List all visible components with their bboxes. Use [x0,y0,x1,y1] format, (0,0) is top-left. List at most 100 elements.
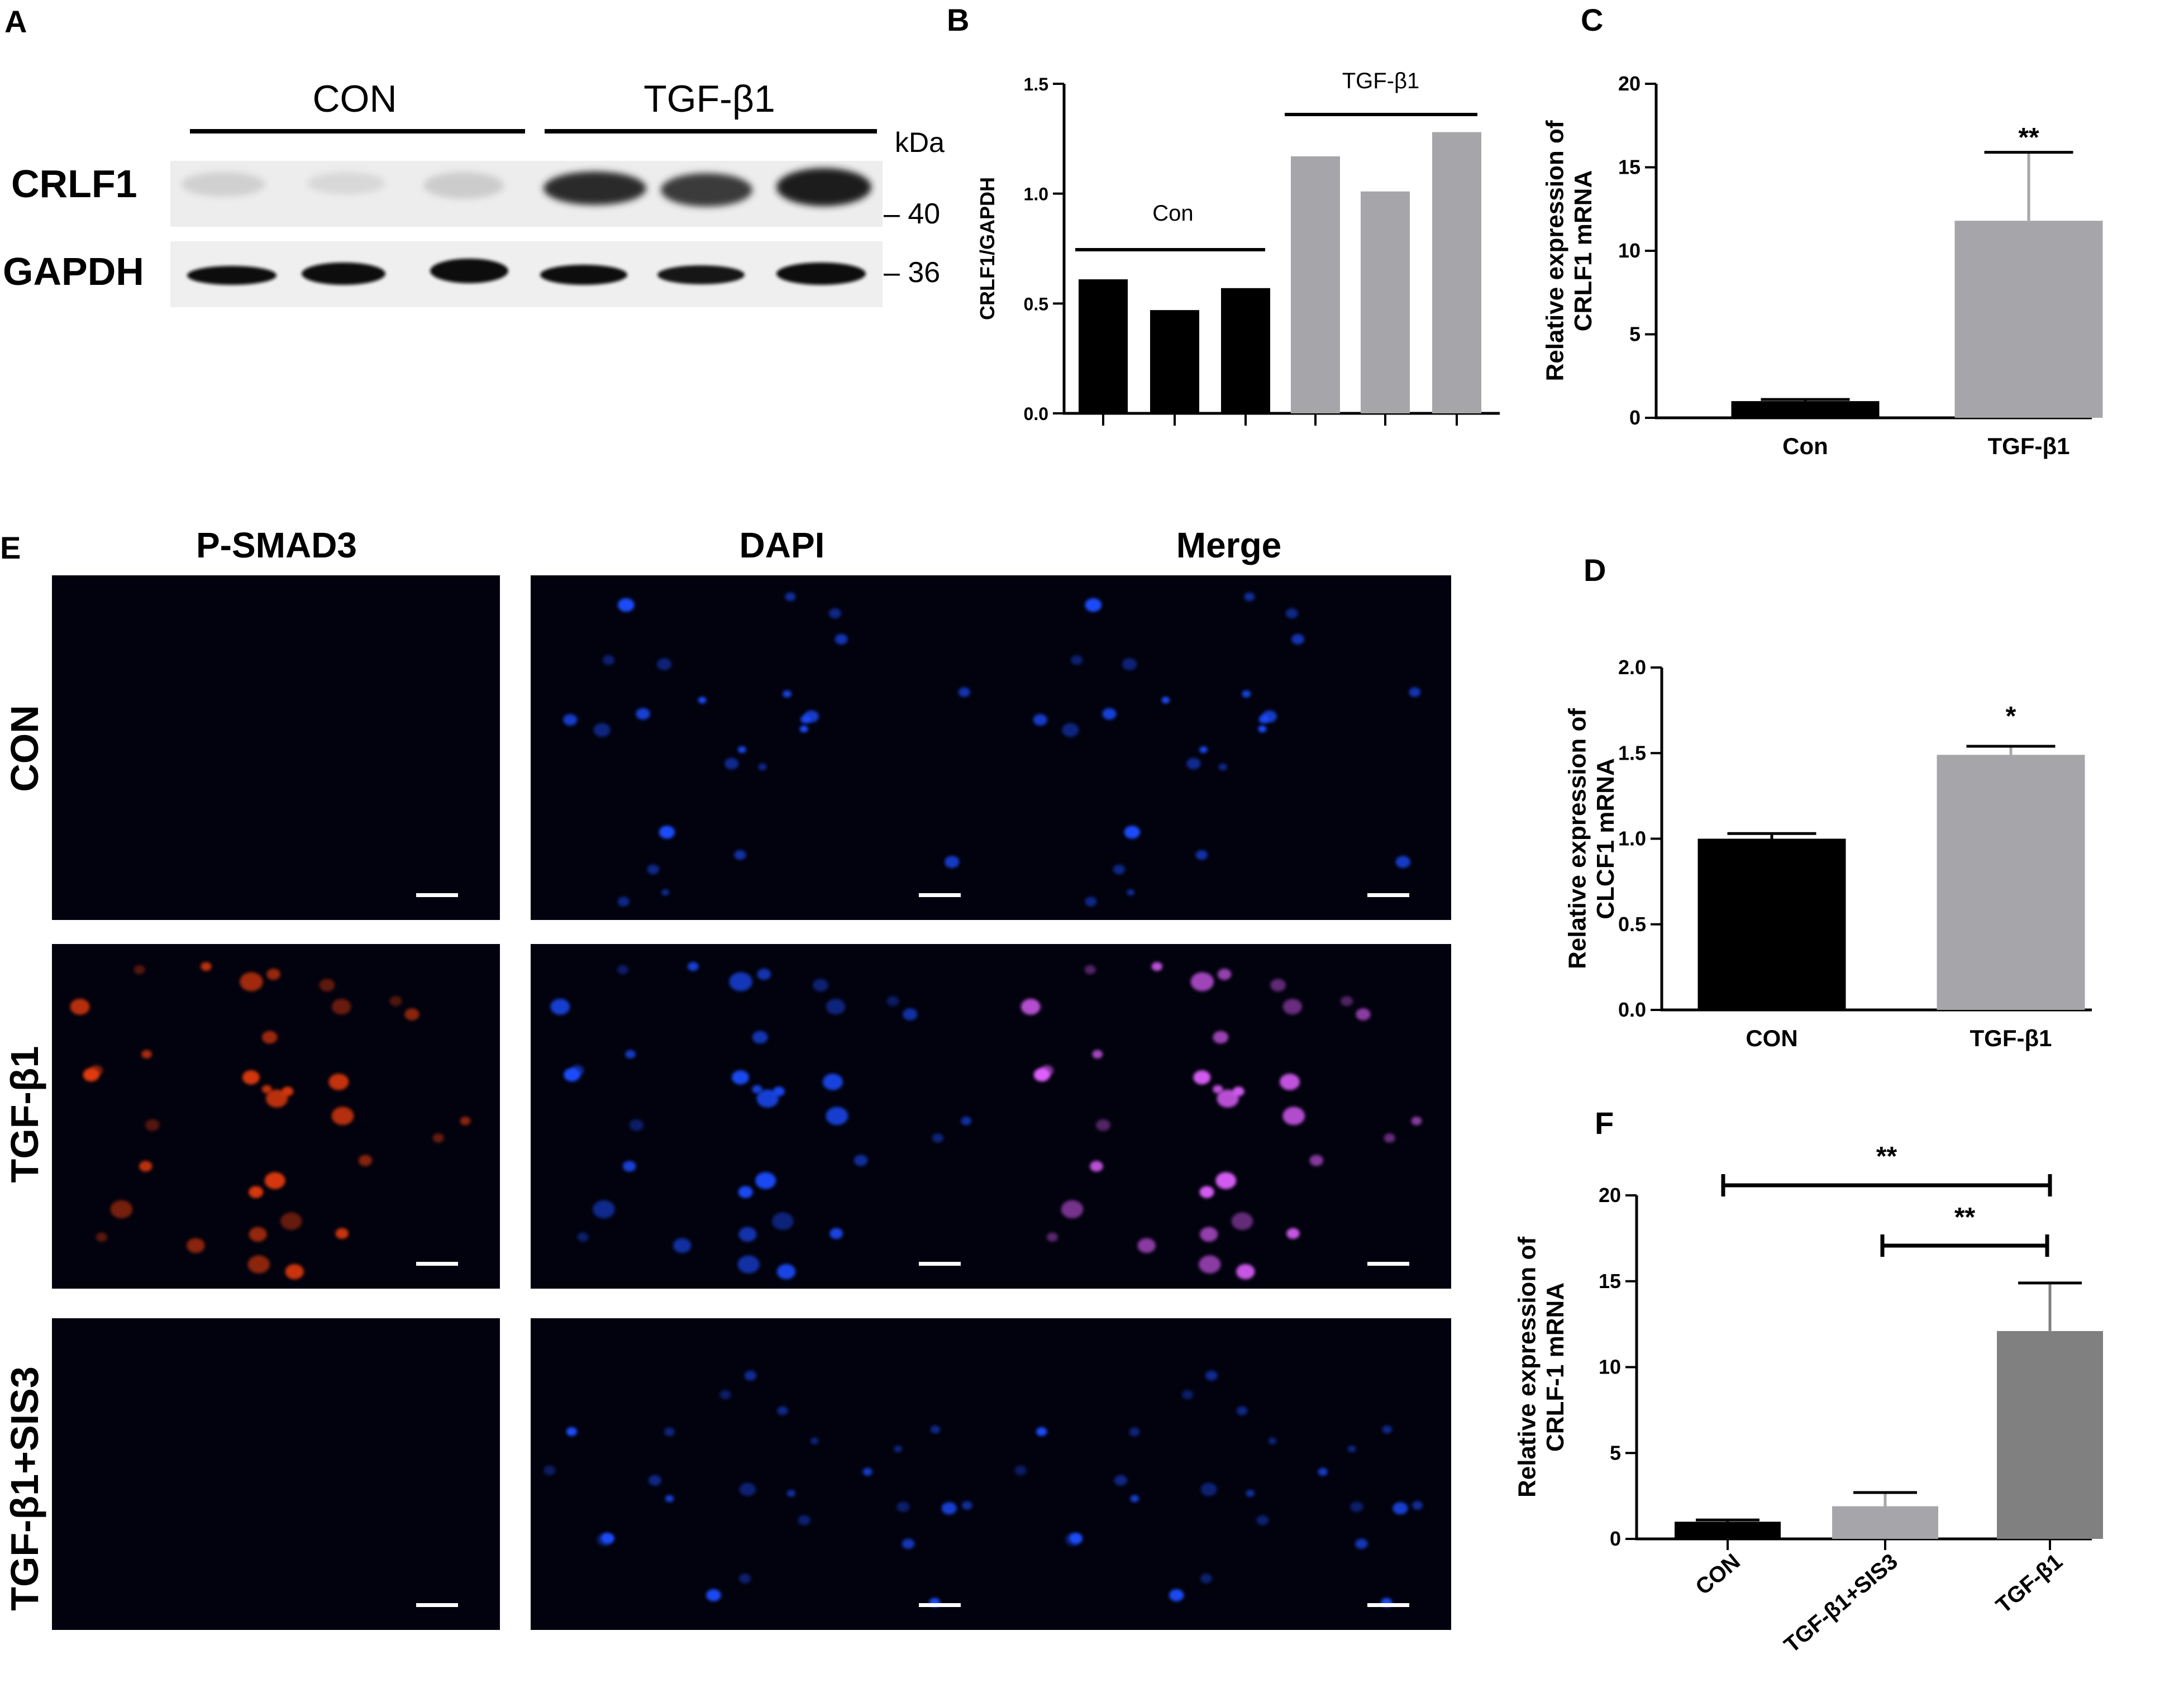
bar [1731,401,1880,418]
nucleus [1246,1490,1255,1497]
col-header-psmad3: P-SMAD3 [196,525,357,565]
nucleus [1242,690,1251,698]
nucleus [737,1255,760,1274]
nucleus [1071,655,1083,665]
nucleus [70,999,90,1015]
nucleus [566,1427,578,1436]
nucleus [145,1119,160,1131]
blot-band [540,265,627,285]
nucleus [1356,1008,1371,1021]
nucleus [261,1085,272,1094]
nucleus [1231,1212,1253,1230]
nucleus [698,697,707,704]
nucleus [673,1238,692,1253]
nucleus [617,598,635,612]
nucleus [1217,969,1232,980]
nucleus [1286,1228,1300,1239]
blot-unit-kda: kDa [895,127,945,158]
nucleus [755,1172,776,1189]
nucleus [1215,1172,1237,1189]
y-tick-label: 20 [1618,72,1641,95]
nucleus [752,1085,762,1094]
nucleus [648,1475,662,1486]
bar [1954,221,2103,418]
nucleus [661,889,669,896]
y-tick-label: 0.0 [1024,404,1048,424]
x-tick-label: Con [1782,433,1828,459]
y-tick-label: 15 [1599,1270,1621,1293]
bar [1361,191,1410,413]
x-tick-label: TGF-β1 [1970,1025,2052,1051]
nucleus [897,1501,910,1512]
nucleus [724,757,739,770]
nucleus [1096,1119,1110,1131]
nucleus [945,856,960,868]
nucleus [828,608,841,619]
panel-e: E P-SMAD3 DAPI Merge CON TGF-β1 TGF-β1+S… [0,525,1451,1630]
nucleus [1411,1116,1422,1126]
nucleus [1262,710,1277,723]
blot-band [430,259,508,283]
nucleus [665,1495,674,1503]
micrograph [531,1318,1003,1630]
nucleus [201,962,212,971]
nucleus [706,1589,721,1601]
nucleus [1033,714,1047,726]
bar [1675,1522,1781,1539]
nucleus [734,850,746,860]
nucleus [799,726,808,733]
nucleus [1047,1232,1058,1242]
nucleus [625,1050,636,1059]
y-tick-label: 1.5 [1618,741,1646,764]
nucleus [249,1186,264,1198]
micrograph-background [531,944,1003,1289]
blot-group-tgf: TGF-β1 [643,78,775,120]
nucleus [266,1089,288,1108]
nucleus [1084,965,1096,975]
micrograph [1003,944,1451,1289]
nucleus [1309,1155,1323,1166]
nucleus [141,1050,152,1059]
nucleus [826,999,846,1015]
nucleus [242,1070,260,1085]
nucleus [822,1074,843,1090]
micrograph-background [1003,575,1451,920]
micrograph [52,944,500,1289]
bar [1937,755,2085,1010]
nucleus [1218,763,1228,771]
micrograph-background [531,575,1003,920]
nucleus [1270,979,1286,992]
nucleus [1200,1574,1212,1584]
nucleus [133,965,145,975]
scale-bar [416,893,458,897]
nucleus [1393,1502,1408,1515]
nucleus [739,1574,751,1584]
nucleus [1318,1467,1328,1476]
micrograph-background [1003,1318,1451,1630]
chart-f: 0 5 10 15 20 Relative expression ofCRLF-1 mRN… [1513,1142,2103,1658]
panel-e-label: E [0,530,21,565]
nucleus [902,1538,915,1549]
nucleus [958,687,970,697]
significance-label: ** [2018,123,2039,152]
nucleus [757,969,771,980]
significance-label: ** [1876,1142,1897,1171]
micrograph-grid [52,575,1451,1630]
nucleus [1350,1501,1363,1512]
y-tick-label: 2.0 [1618,656,1646,679]
nucleus [1213,1031,1229,1044]
blot-marker-36: – 36 [884,256,940,289]
bar [1832,1506,1938,1539]
panel-a: A CON TGF-β1 kDa CRLF1 GAPDH – 40 – [3,4,945,307]
nucleus [783,690,792,698]
nucleus [319,979,335,992]
blot-band [776,263,866,285]
scale-bar [919,1262,961,1266]
nucleus [1291,633,1305,645]
nucleus [593,723,611,737]
nucleus [776,1264,796,1280]
nucleus [1237,1406,1248,1415]
nucleus [577,1232,589,1242]
nucleus [389,996,402,1007]
nucleus [331,1107,354,1126]
